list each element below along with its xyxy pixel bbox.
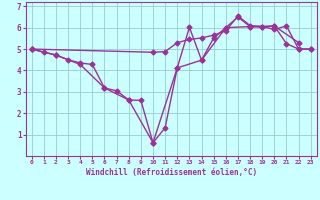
X-axis label: Windchill (Refroidissement éolien,°C): Windchill (Refroidissement éolien,°C) [86,168,257,177]
